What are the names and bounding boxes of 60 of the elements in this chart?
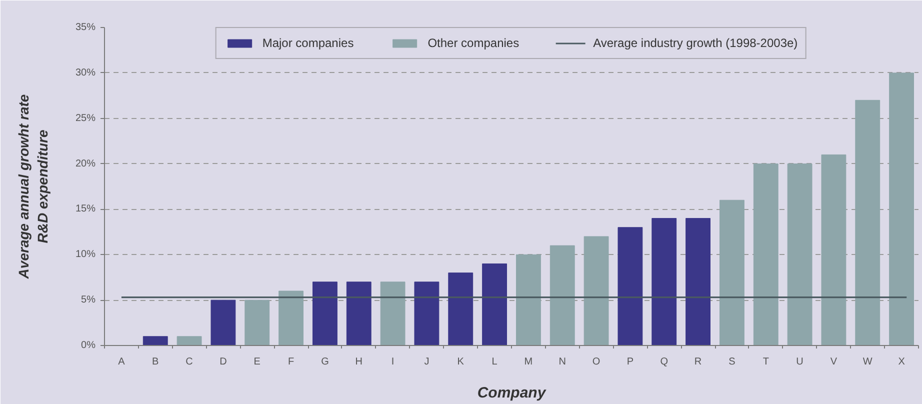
y-tick-label: 20%: [75, 158, 96, 170]
bar: [278, 290, 304, 346]
bar: [142, 336, 168, 346]
bar: [312, 282, 338, 346]
x-tick-label: A: [118, 356, 126, 368]
bar: [720, 200, 744, 346]
x-tick-label: J: [424, 356, 430, 368]
x-tick-label: X: [898, 356, 906, 368]
x-tick-label: I: [391, 356, 394, 368]
x-tick-label: P: [626, 356, 634, 368]
bar: [787, 164, 812, 346]
bar: [855, 100, 880, 346]
x-tick-label: M: [524, 356, 533, 368]
bar: [550, 245, 575, 346]
x-tick-label: B: [152, 356, 160, 368]
bar: [380, 282, 406, 346]
bar: [618, 227, 643, 346]
bar: [210, 300, 236, 346]
bar: [176, 336, 202, 346]
y-axis-title: Average annual growht rate R&D expenditure: [15, 94, 50, 280]
bar: [414, 282, 440, 346]
bar: [889, 72, 914, 346]
bar: [652, 218, 677, 346]
x-tick-label: N: [558, 356, 566, 368]
bar: [686, 218, 710, 346]
x-tick-label: E: [254, 356, 261, 368]
legend-label: Other companies: [428, 36, 520, 50]
bar: [584, 236, 609, 346]
bar: [448, 272, 474, 346]
x-tick-label: L: [492, 356, 498, 368]
x-tick-label: T: [762, 356, 769, 368]
x-tick-label: U: [796, 356, 804, 368]
y-tick-label: 15%: [75, 204, 96, 215]
x-tick-label: H: [355, 356, 362, 368]
y-tick-label: 0%: [81, 340, 96, 351]
legend-label: Major companies: [262, 36, 354, 50]
bar: [244, 300, 270, 346]
legend-label: Average industry growth (1998-2003e): [593, 36, 798, 50]
y-tick-label: 30%: [75, 67, 96, 78]
y-tick-label: 5%: [81, 294, 96, 306]
x-tick-label: R: [694, 356, 702, 368]
x-tick-label: Q: [660, 356, 668, 368]
x-tick-label: W: [862, 356, 873, 368]
y-tick-label: 35%: [75, 22, 96, 33]
y-tick-label: 25%: [75, 112, 96, 124]
x-axis-title: Company: [477, 384, 546, 402]
x-tick-label: S: [728, 356, 736, 368]
x-tick-label: F: [288, 356, 294, 368]
x-tick-label: G: [321, 356, 330, 368]
bar: [482, 263, 507, 346]
x-tick-label: O: [592, 356, 600, 368]
x-tick-label: C: [186, 356, 193, 368]
bar: [753, 164, 778, 346]
bar: [346, 282, 372, 346]
y-tick-label: 10%: [75, 249, 96, 260]
x-tick-label: D: [220, 356, 227, 368]
x-tick-label: V: [830, 356, 838, 368]
bar: [821, 154, 846, 346]
bar: [516, 254, 541, 346]
x-tick-label: K: [457, 356, 464, 368]
